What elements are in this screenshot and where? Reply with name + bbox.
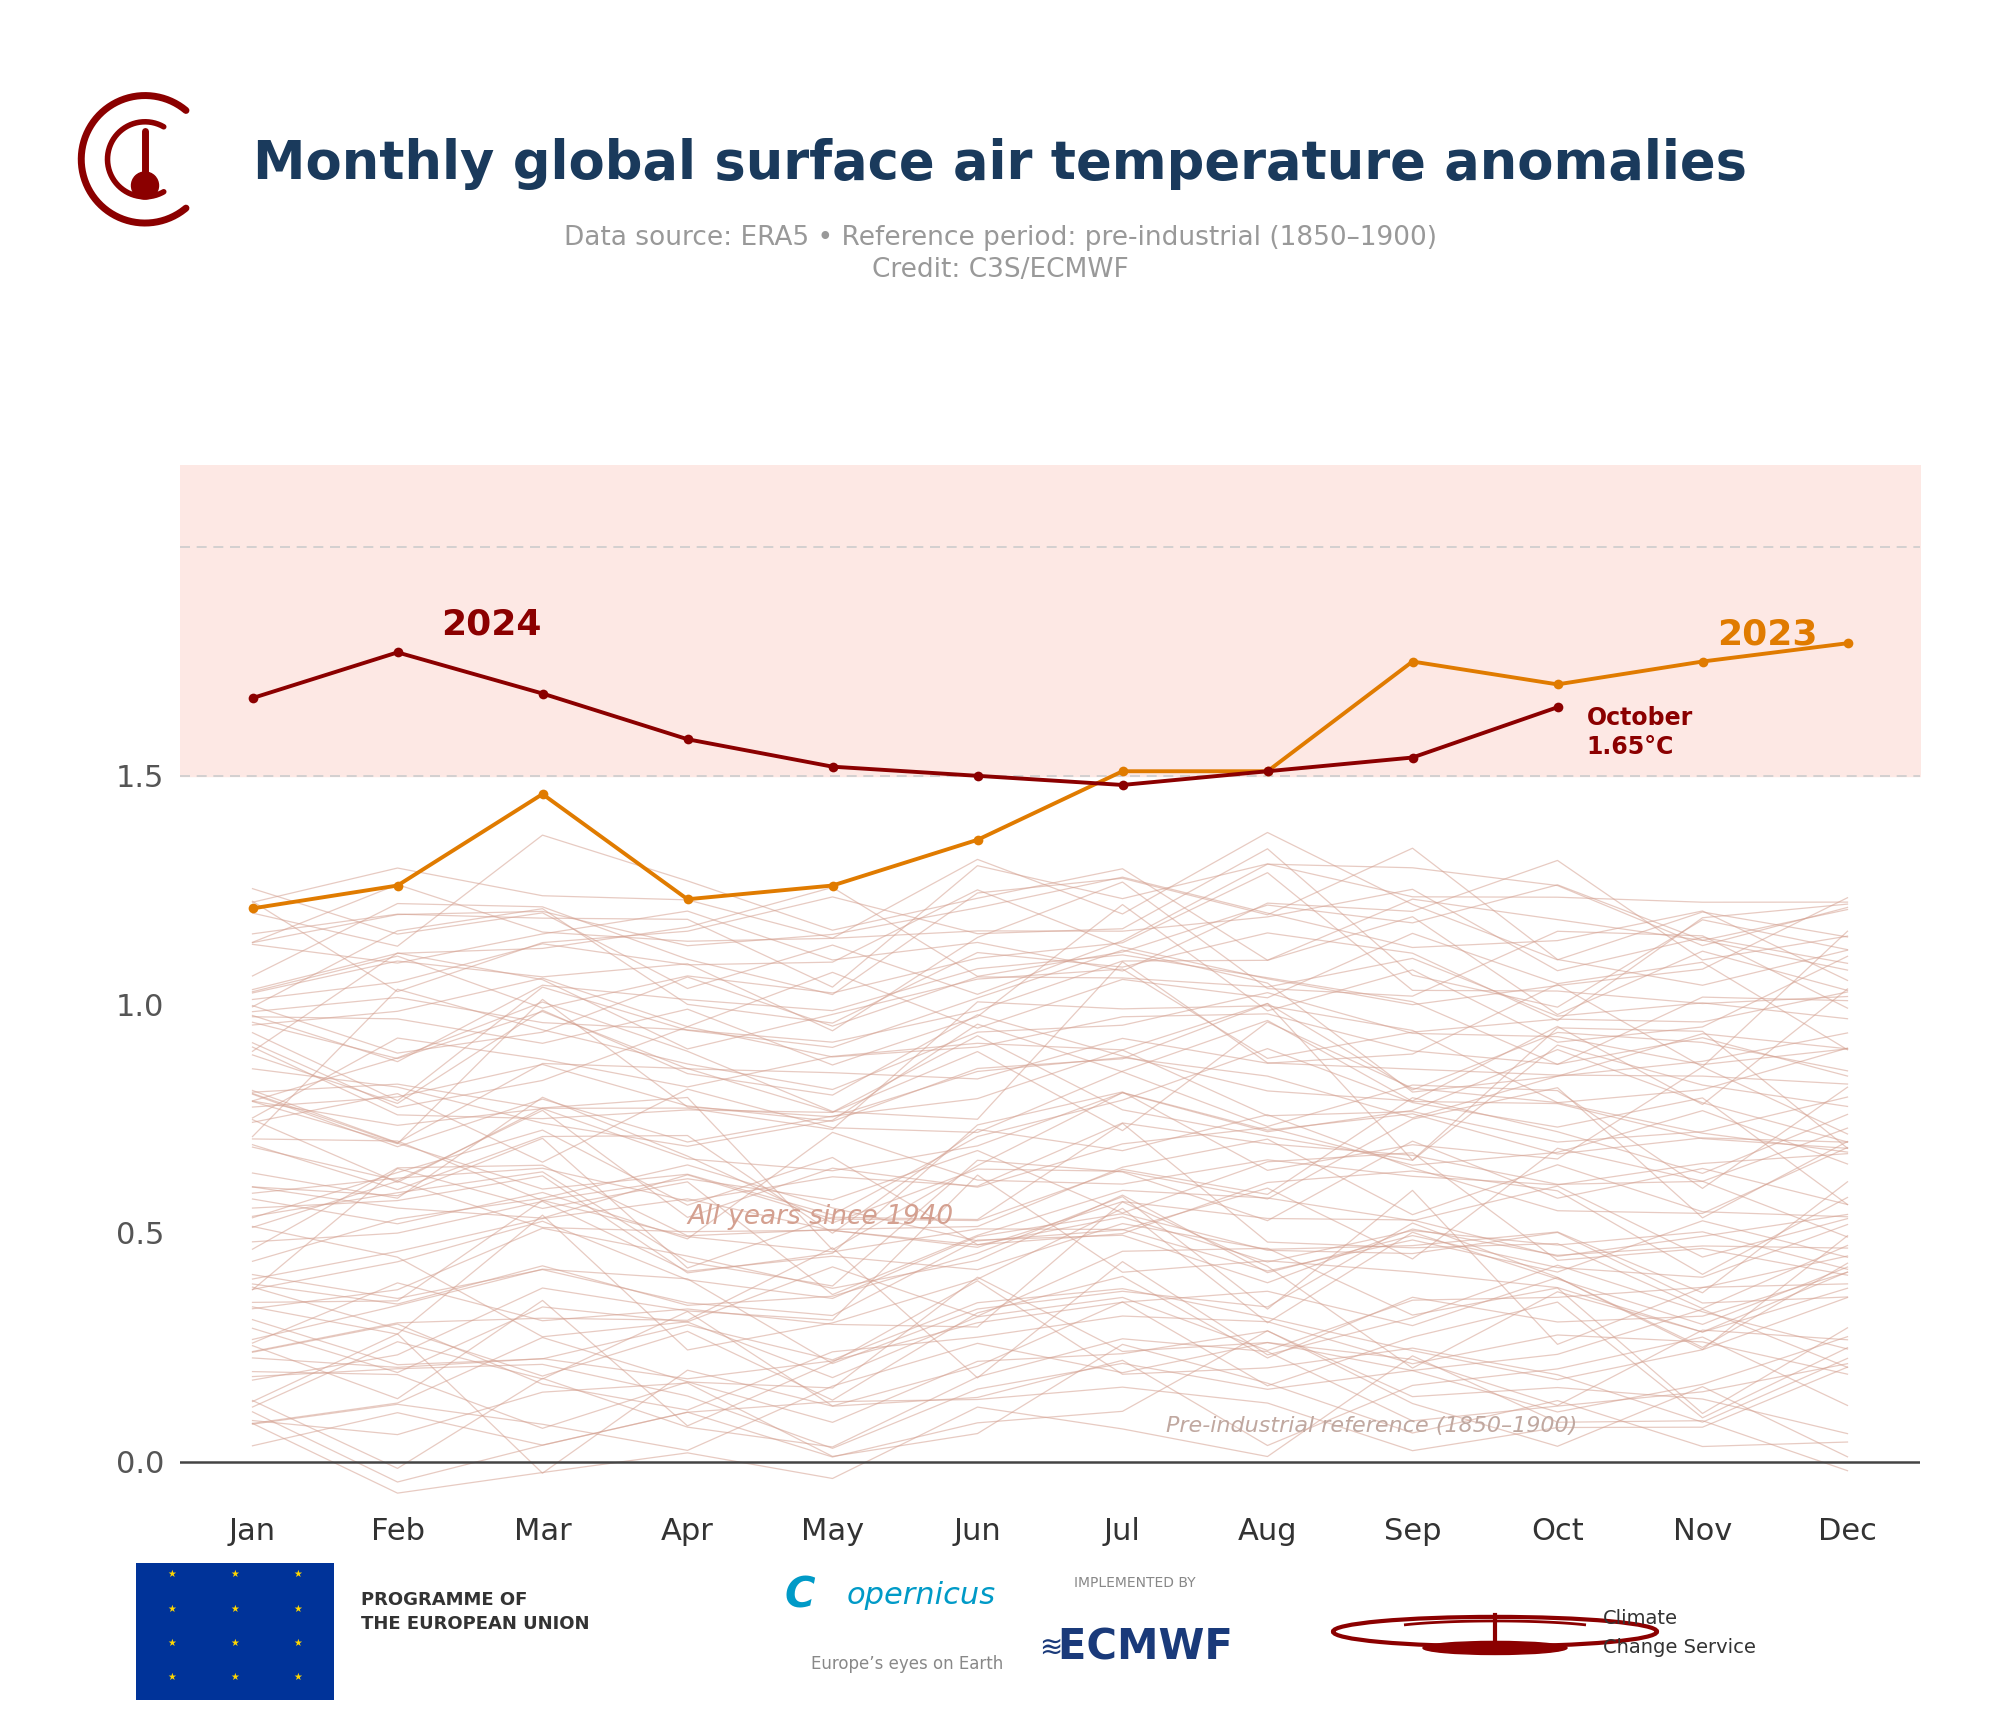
Text: ★: ★ <box>168 1638 176 1648</box>
Circle shape <box>1424 1641 1568 1655</box>
Bar <box>136 1564 334 1700</box>
Text: ≋: ≋ <box>1038 1634 1062 1662</box>
Circle shape <box>132 172 158 200</box>
Text: ★: ★ <box>230 1672 240 1682</box>
Text: PROGRAMME OF
THE EUROPEAN UNION: PROGRAMME OF THE EUROPEAN UNION <box>360 1591 590 1632</box>
Text: Credit: C3S/ECMWF: Credit: C3S/ECMWF <box>872 257 1128 284</box>
Text: Climate: Climate <box>1604 1608 1678 1627</box>
Text: Europe’s eyes on Earth: Europe’s eyes on Earth <box>812 1655 1004 1674</box>
Text: Monthly global surface air temperature anomalies: Monthly global surface air temperature a… <box>252 138 1748 189</box>
Text: opernicus: opernicus <box>848 1581 996 1610</box>
Text: ECMWF: ECMWF <box>1038 1627 1232 1669</box>
Text: 2024: 2024 <box>440 608 542 642</box>
Text: ★: ★ <box>230 1569 240 1579</box>
Text: ★: ★ <box>294 1569 302 1579</box>
Text: ★: ★ <box>294 1638 302 1648</box>
Text: ★: ★ <box>168 1569 176 1579</box>
Text: C: C <box>784 1574 814 1617</box>
Text: 2023: 2023 <box>1716 616 1818 651</box>
Text: ★: ★ <box>168 1672 176 1682</box>
Text: Data source: ERA5 • Reference period: pre-industrial (1850–1900): Data source: ERA5 • Reference period: pr… <box>564 224 1436 251</box>
Text: ★: ★ <box>294 1672 302 1682</box>
Text: ★: ★ <box>168 1603 176 1614</box>
Text: ★: ★ <box>230 1638 240 1648</box>
Text: October
1.65°C: October 1.65°C <box>1586 706 1692 759</box>
Text: IMPLEMENTED BY: IMPLEMENTED BY <box>1074 1576 1196 1589</box>
Text: ★: ★ <box>294 1603 302 1614</box>
Text: ★: ★ <box>230 1603 240 1614</box>
Text: Change Service: Change Service <box>1604 1638 1756 1658</box>
Text: Pre-industrial reference (1850–1900): Pre-industrial reference (1850–1900) <box>1166 1415 1578 1436</box>
Text: All years since 1940: All years since 1940 <box>688 1204 954 1230</box>
